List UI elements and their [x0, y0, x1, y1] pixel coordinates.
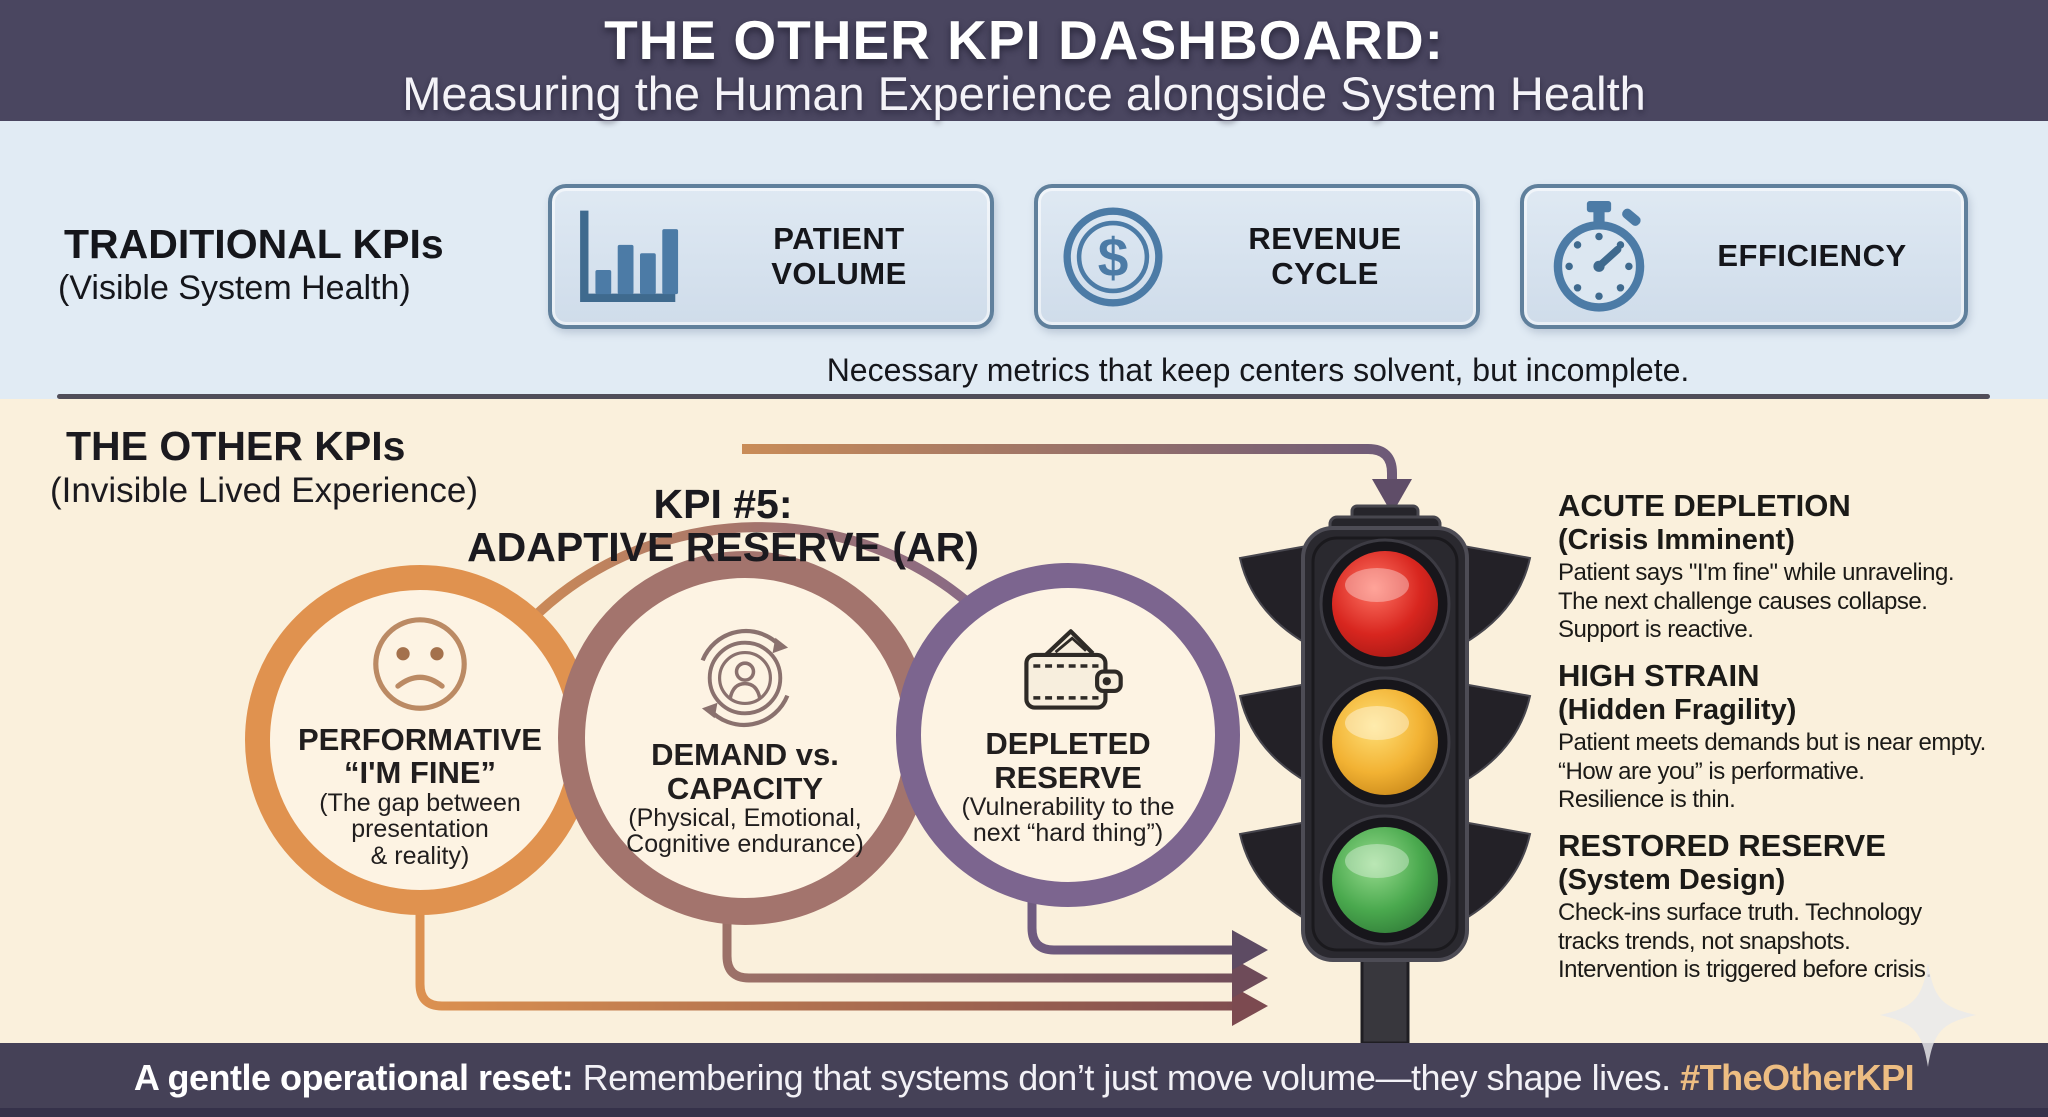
- level-subheading: (Crisis Imminent): [1558, 523, 1795, 556]
- page-subtitle: Measuring the Human Experience alongside…: [402, 67, 1646, 120]
- level-heading: RESTORED RESERVE: [1558, 828, 1886, 864]
- sparkle-icon: [1880, 963, 1976, 1067]
- circle-performative: PERFORMATIVE “I'M FINE” (The gap between…: [245, 565, 595, 915]
- circle-title-line1: DEPLETED: [985, 726, 1151, 762]
- patient-volume-card: PATIENT VOLUME: [548, 184, 994, 329]
- footer-lead: A gentle operational reset:: [133, 1057, 574, 1098]
- circle-title-line2: RESERVE: [994, 759, 1142, 795]
- traditional-caption: Necessary metrics that keep centers solv…: [826, 352, 1690, 388]
- level-heading: HIGH STRAIN: [1558, 658, 1760, 694]
- other-kpis-section: THE OTHER KPIs (Invisible Lived Experien…: [0, 399, 2048, 1043]
- circle-note-line2: Cognitive endurance): [626, 830, 864, 859]
- card-label: PATIENT VOLUME: [702, 220, 990, 291]
- page-title: THE OTHER KPI DASHBOARD:: [604, 9, 1444, 71]
- footer-band: A gentle operational reset: Remembering …: [0, 1043, 2048, 1117]
- other-kpis-subtitle: (Invisible Lived Experience): [50, 471, 478, 510]
- card-label-line2: VOLUME: [771, 255, 907, 291]
- circle-title-line2: CAPACITY: [666, 770, 824, 806]
- card-label-line1: EFFICIENCY: [1717, 238, 1907, 274]
- level-body-line: Intervention is triggered before crisis.: [1558, 956, 1932, 984]
- circle-note-line3: & reality): [370, 841, 470, 870]
- level-body-line: Check-ins surface truth. Technology: [1558, 899, 1922, 927]
- circle-note-line1: (The gap between: [319, 788, 521, 817]
- level-body-line: Patient meets demands but is near empty.: [1558, 729, 1986, 757]
- kpi5-heading-line2: ADAPTIVE RESERVE (AR): [467, 524, 979, 571]
- level-heading: ACUTE DEPLETION: [1558, 488, 1851, 523]
- level-body-line: tracks trends, not snapshots.: [1558, 927, 1851, 955]
- level-subheading: (System Design): [1558, 863, 1786, 896]
- level-acute-depletion: ACUTE DEPLETION (Crisis Imminent) Patien…: [1558, 488, 2028, 644]
- footer-body: Remembering that systems don’t just move…: [573, 1057, 1681, 1098]
- circle-note-line2: next “hard thing”): [972, 819, 1164, 848]
- footer-hashtag: #TheOtherKPI: [1680, 1057, 1915, 1098]
- circle-note-line1: (Vulnerability to the: [961, 792, 1175, 821]
- card-label: EFFICIENCY: [1674, 238, 1964, 274]
- level-restored-reserve: RESTORED RESERVE (System Design) Check-i…: [1558, 829, 2028, 984]
- level-body-line: The next challenge causes collapse.: [1558, 587, 1928, 615]
- circle-note-line1: (Physical, Emotional,: [628, 803, 862, 832]
- level-high-strain: HIGH STRAIN (Hidden Fragility) Patient m…: [1558, 658, 2028, 814]
- level-subheading: (Hidden Fragility): [1558, 693, 1797, 726]
- traditional-kpis-section: TRADITIONAL KPIs (Visible System Health)…: [0, 121, 2048, 399]
- kpi5-heading-line1: KPI #5:: [653, 481, 793, 527]
- card-label-line1: REVENUE: [1248, 220, 1402, 256]
- circle-note-line2: presentation: [351, 815, 489, 844]
- person-cycle-icon: [700, 628, 790, 728]
- section-divider: [57, 394, 1990, 399]
- header-band: THE OTHER KPI DASHBOARD: Measuring the H…: [0, 0, 2048, 121]
- level-body-line: “How are you” is performative.: [1558, 757, 1865, 785]
- level-body-line: Patient says "I'm fine" while unraveling…: [1558, 559, 1954, 587]
- card-label-line1: PATIENT: [773, 220, 905, 256]
- footer-text: A gentle operational reset: Remembering …: [0, 1057, 2048, 1099]
- reserve-levels: ACUTE DEPLETION (Crisis Imminent) Patien…: [1558, 488, 2028, 984]
- revenue-cycle-card: $ REVENUE CYCLE: [1034, 184, 1480, 329]
- card-label: REVENUE CYCLE: [1188, 220, 1476, 291]
- kpi5-heading: KPI #5: ADAPTIVE RESERVE (AR): [423, 481, 1023, 571]
- traditional-kpis-subtitle: (Visible System Health): [58, 269, 411, 307]
- wallet-icon: [1024, 629, 1123, 710]
- level-body-line: Support is reactive.: [1558, 615, 1754, 643]
- other-kpis-title: THE OTHER KPIs: [66, 423, 406, 469]
- circle-title-line1: PERFORMATIVE: [298, 721, 542, 757]
- dollar-coin-icon: $: [1038, 202, 1188, 312]
- circle-title-line2: “I'M FINE”: [343, 755, 497, 791]
- circle-title-line1: DEMAND vs.: [651, 737, 839, 773]
- svg-text:$: $: [1098, 226, 1129, 288]
- efficiency-card: EFFICIENCY: [1520, 184, 1968, 329]
- card-label-line2: CYCLE: [1271, 255, 1379, 291]
- traditional-kpis-title: TRADITIONAL KPIs: [64, 221, 444, 267]
- footer-bottom-strip: [0, 1108, 2048, 1117]
- bar-chart-icon: [552, 205, 702, 309]
- sad-face-icon: [373, 617, 467, 711]
- traffic-light-icon: [1238, 504, 1532, 1043]
- stopwatch-icon: [1524, 199, 1674, 315]
- level-body-line: Resilience is thin.: [1558, 785, 1736, 813]
